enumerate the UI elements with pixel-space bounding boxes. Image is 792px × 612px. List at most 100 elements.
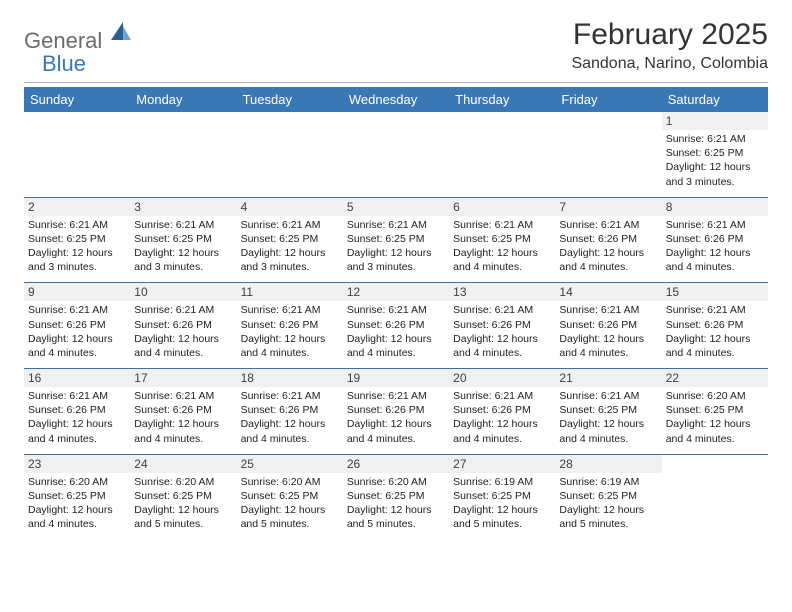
- day-number: 1: [662, 112, 768, 130]
- day-details: Sunrise: 6:21 AMSunset: 6:26 PMDaylight:…: [28, 389, 126, 446]
- day-number: 25: [237, 455, 343, 473]
- calendar-day: 3 Sunrise: 6:21 AMSunset: 6:25 PMDaylight…: [130, 198, 236, 283]
- day-details: Sunrise: 6:19 AMSunset: 6:25 PMDaylight:…: [559, 475, 657, 532]
- day-details: Sunrise: 6:21 AMSunset: 6:25 PMDaylight:…: [559, 389, 657, 446]
- weekday-header: Thursday: [449, 87, 555, 112]
- day-details: Sunrise: 6:19 AMSunset: 6:25 PMDaylight:…: [453, 475, 551, 532]
- calendar-day: 16 Sunrise: 6:21 AMSunset: 6:26 PMDayligh…: [24, 369, 130, 454]
- calendar-day: 2Sunrise: 6:21 AMSunset: 6:25 PMDaylight…: [24, 198, 130, 283]
- header-divider: [24, 82, 768, 83]
- day-details: Sunrise: 6:21 AMSunset: 6:25 PMDaylight:…: [28, 218, 126, 275]
- calendar-day: 15Sunrise: 6:21 AMSunset: 6:26 PMDayligh…: [662, 283, 768, 368]
- day-details: Sunrise: 6:21 AMSunset: 6:25 PMDaylight:…: [134, 218, 232, 275]
- day-details: Sunrise: 6:21 AMSunset: 6:26 PMDaylight:…: [241, 389, 339, 446]
- calendar-day: 1 Sunrise: 6:21 AMSunset: 6:25 PMDaylight…: [662, 112, 768, 197]
- calendar-day: 21Sunrise: 6:21 AMSunset: 6:25 PMDayligh…: [555, 369, 661, 454]
- day-details: Sunrise: 6:21 AMSunset: 6:25 PMDaylight:…: [347, 218, 445, 275]
- day-number: 4: [237, 198, 343, 216]
- day-number: 16: [24, 369, 130, 387]
- day-number: 27: [449, 455, 555, 473]
- day-number: 18: [237, 369, 343, 387]
- day-details: Sunrise: 6:21 AMSunset: 6:26 PMDaylight:…: [134, 389, 232, 446]
- day-details: Sunrise: 6:21 AMSunset: 6:26 PMDaylight:…: [347, 389, 445, 446]
- day-details: Sunrise: 6:21 AMSunset: 6:26 PMDaylight:…: [347, 303, 445, 360]
- day-details: Sunrise: 6:21 AMSunset: 6:26 PMDaylight:…: [28, 303, 126, 360]
- day-number: 22: [662, 369, 768, 387]
- logo-text: General Blue: [24, 24, 133, 76]
- calendar-day: 24 Sunrise: 6:20 AMSunset: 6:25 PMDayligh…: [130, 455, 236, 540]
- day-details: Sunrise: 6:21 AMSunset: 6:25 PMDaylight:…: [453, 218, 551, 275]
- day-number: 12: [343, 283, 449, 301]
- calendar-day: 28Sunrise: 6:19 AMSunset: 6:25 PMDayligh…: [555, 455, 661, 540]
- calendar-day-empty: .: [343, 112, 449, 197]
- calendar-day: 4 Sunrise: 6:21 AMSunset: 6:25 PMDaylight…: [237, 198, 343, 283]
- day-number: 20: [449, 369, 555, 387]
- calendar-day: 5 Sunrise: 6:21 AMSunset: 6:25 PMDaylight…: [343, 198, 449, 283]
- calendar-week: 9Sunrise: 6:21 AMSunset: 6:26 PMDaylight…: [24, 283, 768, 369]
- calendar-week: ......1Sunrise: 6:21 AMSunset: 6:25 PMDa…: [24, 112, 768, 198]
- day-number: 5: [343, 198, 449, 216]
- day-details: Sunrise: 6:21 AMSunset: 6:25 PMDaylight:…: [241, 218, 339, 275]
- calendar-day: 22 Sunrise: 6:20 AMSunset: 6:25 PMDayligh…: [662, 369, 768, 454]
- calendar-day: 10Sunrise: 6:21 AMSunset: 6:26 PMDayligh…: [130, 283, 236, 368]
- calendar-day: 11Sunrise: 6:21 AMSunset: 6:26 PMDayligh…: [237, 283, 343, 368]
- calendar-day: 14Sunrise: 6:21 AMSunset: 6:26 PMDayligh…: [555, 283, 661, 368]
- calendar-week: 2Sunrise: 6:21 AMSunset: 6:25 PMDaylight…: [24, 198, 768, 284]
- day-details: Sunrise: 6:20 AMSunset: 6:25 PMDaylight:…: [28, 475, 126, 532]
- day-number: 17: [130, 369, 236, 387]
- day-details: Sunrise: 6:21 AMSunset: 6:25 PMDaylight:…: [666, 132, 764, 189]
- day-details: Sunrise: 6:20 AMSunset: 6:25 PMDaylight:…: [134, 475, 232, 532]
- weekday-header: Friday: [555, 87, 661, 112]
- calendar-day-empty: .: [24, 112, 130, 197]
- calendar-day-empty: .: [449, 112, 555, 197]
- calendar-day: 17 Sunrise: 6:21 AMSunset: 6:26 PMDayligh…: [130, 369, 236, 454]
- weekday-header: Tuesday: [237, 87, 343, 112]
- day-number: 23: [24, 455, 130, 473]
- day-number: 24: [130, 455, 236, 473]
- day-details: Sunrise: 6:20 AMSunset: 6:25 PMDaylight:…: [347, 475, 445, 532]
- weekday-header-row: SundayMondayTuesdayWednesdayThursdayFrid…: [24, 87, 768, 112]
- day-details: Sunrise: 6:21 AMSunset: 6:26 PMDaylight:…: [134, 303, 232, 360]
- title-block: February 2025 Sandona, Narino, Colombia: [571, 18, 768, 73]
- day-number: 7: [555, 198, 661, 216]
- calendar-day-empty: .: [130, 112, 236, 197]
- day-number: 13: [449, 283, 555, 301]
- calendar-day: 26 Sunrise: 6:20 AMSunset: 6:25 PMDayligh…: [343, 455, 449, 540]
- calendar-day: 20 Sunrise: 6:21 AMSunset: 6:26 PMDayligh…: [449, 369, 555, 454]
- calendar-day: 18 Sunrise: 6:21 AMSunset: 6:26 PMDayligh…: [237, 369, 343, 454]
- page-subtitle: Sandona, Narino, Colombia: [571, 55, 768, 73]
- calendar-week: 16Sunrise: 6:21 AMSunset: 6:26 PMDayligh…: [24, 369, 768, 455]
- calendar-day-empty: .: [237, 112, 343, 197]
- header: General Blue February 2025 Sandona, Nari…: [24, 18, 768, 76]
- page-title: February 2025: [571, 18, 768, 51]
- day-number: 6: [449, 198, 555, 216]
- calendar-day: 8Sunrise: 6:21 AMSunset: 6:26 PMDaylight…: [662, 198, 768, 283]
- calendar-day-empty: .: [662, 455, 768, 540]
- day-details: Sunrise: 6:21 AMSunset: 6:26 PMDaylight:…: [666, 218, 764, 275]
- calendar-day: 12 Sunrise: 6:21 AMSunset: 6:26 PMDayligh…: [343, 283, 449, 368]
- weekday-header: Sunday: [24, 87, 130, 112]
- calendar-page: General Blue February 2025 Sandona, Nari…: [0, 0, 792, 612]
- calendar-body: ......1Sunrise: 6:21 AMSunset: 6:25 PMDa…: [24, 112, 768, 539]
- logo-sail-icon: [109, 20, 133, 44]
- day-details: Sunrise: 6:21 AMSunset: 6:26 PMDaylight:…: [453, 389, 551, 446]
- weekday-header: Wednesday: [343, 87, 449, 112]
- calendar-day: 9 Sunrise: 6:21 AMSunset: 6:26 PMDaylight…: [24, 283, 130, 368]
- day-details: Sunrise: 6:21 AMSunset: 6:26 PMDaylight:…: [559, 218, 657, 275]
- calendar-day: 7 Sunrise: 6:21 AMSunset: 6:26 PMDaylight…: [555, 198, 661, 283]
- day-details: Sunrise: 6:21 AMSunset: 6:26 PMDaylight:…: [666, 303, 764, 360]
- day-number: 26: [343, 455, 449, 473]
- day-details: Sunrise: 6:21 AMSunset: 6:26 PMDaylight:…: [453, 303, 551, 360]
- day-number: 19: [343, 369, 449, 387]
- calendar-day: 25Sunrise: 6:20 AMSunset: 6:25 PMDayligh…: [237, 455, 343, 540]
- day-number: 3: [130, 198, 236, 216]
- calendar-day-empty: .: [555, 112, 661, 197]
- day-details: Sunrise: 6:20 AMSunset: 6:25 PMDaylight:…: [666, 389, 764, 446]
- weekday-header: Monday: [130, 87, 236, 112]
- day-details: Sunrise: 6:21 AMSunset: 6:26 PMDaylight:…: [559, 303, 657, 360]
- day-details: Sunrise: 6:21 AMSunset: 6:26 PMDaylight:…: [241, 303, 339, 360]
- calendar-day: 13 Sunrise: 6:21 AMSunset: 6:26 PMDayligh…: [449, 283, 555, 368]
- logo-word-general: General: [24, 28, 102, 53]
- logo: General Blue: [24, 18, 133, 76]
- day-number: 9: [24, 283, 130, 301]
